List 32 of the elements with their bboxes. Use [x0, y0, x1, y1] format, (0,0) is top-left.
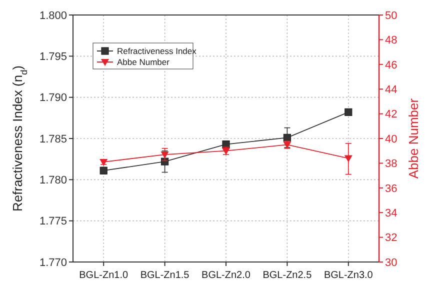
x-tick-label: BGL-Zn2.0 — [202, 270, 251, 281]
y-tick-label: 1.795 — [39, 51, 67, 64]
point — [100, 158, 108, 166]
legend-label: Refractiveness Index — [117, 46, 198, 56]
x-tick-label: BGL-Zn1.0 — [79, 270, 128, 281]
legend-label: Abbe Number — [117, 56, 170, 67]
y2-tick-label: 42 — [385, 108, 398, 121]
y-tick-label: 1.780 — [39, 174, 67, 187]
y-tick-label: 1.770 — [39, 256, 67, 269]
y2-tick-label: 46 — [385, 59, 398, 72]
y2-tick-label: 44 — [385, 84, 398, 96]
y-tick-label: 1.785 — [39, 133, 67, 146]
x-tick-label: BGL-Zn3.0 — [324, 270, 374, 281]
y2-tick-label: 48 — [385, 34, 398, 47]
point — [344, 155, 352, 162]
y2-tick-label: 40 — [385, 133, 398, 146]
point — [344, 108, 352, 116]
point — [161, 158, 169, 166]
y-tick-label: 1.790 — [39, 92, 67, 104]
y2-tick-label: 38 — [385, 158, 398, 170]
y2-tick-label: 30 — [385, 256, 398, 269]
x-tick-label: BGL-Zn2.5 — [262, 270, 312, 281]
y-tick-label: 1.775 — [39, 216, 67, 228]
y2-axis-title: Abbe Number — [406, 98, 421, 179]
y2-tick-label: 34 — [385, 207, 398, 220]
y-tick-label: 1.800 — [39, 10, 67, 22]
point — [283, 134, 291, 142]
y2-tick-label: 32 — [385, 232, 398, 244]
point — [160, 152, 169, 159]
x-tick-label: BGL-Zn1.5 — [140, 270, 190, 281]
y2-tick-label: 36 — [385, 182, 398, 195]
y2-tick-label: 50 — [385, 10, 398, 22]
